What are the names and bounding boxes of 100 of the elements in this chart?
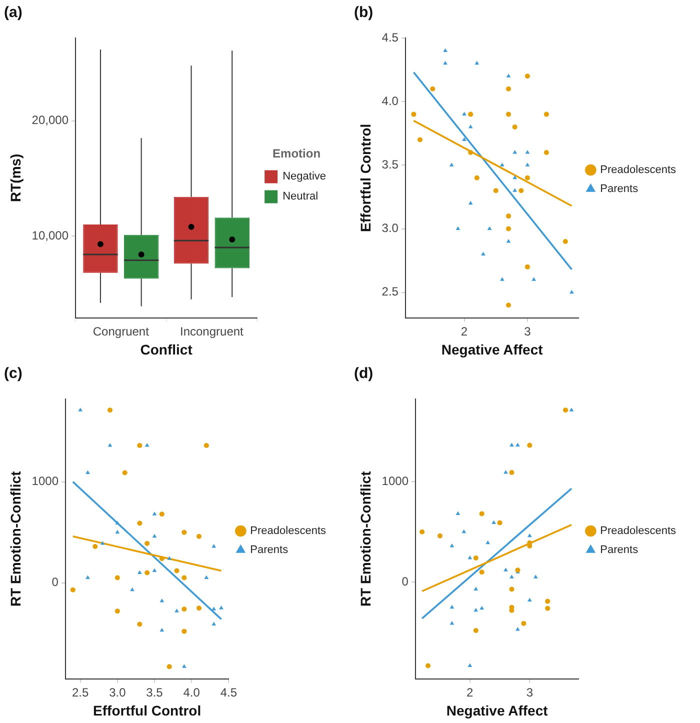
point bbox=[524, 74, 530, 79]
point bbox=[510, 574, 514, 578]
point bbox=[562, 238, 568, 244]
point bbox=[426, 663, 431, 668]
legend-label: Parents bbox=[600, 544, 639, 556]
point bbox=[115, 520, 120, 524]
point bbox=[204, 442, 209, 448]
point bbox=[152, 512, 157, 516]
point bbox=[420, 529, 425, 534]
point bbox=[468, 112, 474, 117]
point bbox=[456, 226, 460, 230]
point bbox=[137, 622, 142, 627]
chart-title: (a) bbox=[4, 4, 22, 22]
point bbox=[468, 200, 473, 205]
point bbox=[167, 556, 172, 560]
point bbox=[212, 622, 216, 626]
point bbox=[159, 556, 164, 562]
point bbox=[86, 575, 90, 580]
point bbox=[474, 586, 478, 590]
point bbox=[462, 529, 466, 534]
y-axis-title: Effortful Control bbox=[357, 124, 374, 232]
y-axis-title: RT Emotion-Conflict bbox=[7, 470, 24, 607]
point bbox=[509, 586, 514, 592]
x-axis-title: Effortful Control bbox=[93, 702, 202, 718]
point bbox=[468, 663, 472, 667]
point bbox=[78, 408, 82, 412]
point bbox=[182, 530, 187, 535]
point bbox=[182, 575, 187, 580]
point bbox=[500, 162, 504, 166]
point bbox=[166, 664, 172, 670]
chart-title: (b) bbox=[354, 4, 374, 22]
point bbox=[468, 150, 474, 155]
point bbox=[474, 60, 480, 65]
point bbox=[497, 520, 502, 526]
legend-label: Neutral bbox=[282, 190, 318, 203]
point bbox=[174, 568, 180, 574]
point bbox=[506, 74, 511, 78]
point bbox=[449, 162, 454, 166]
point bbox=[509, 470, 514, 475]
point bbox=[196, 606, 202, 611]
x-axis-title: Negative Affect bbox=[441, 341, 544, 358]
point bbox=[174, 608, 179, 612]
point bbox=[86, 470, 90, 474]
y-tick-label: 20,000 bbox=[32, 113, 69, 128]
point bbox=[569, 408, 574, 412]
legend-label: Parents bbox=[250, 544, 289, 556]
legend-label: Preadolescents bbox=[250, 525, 326, 538]
y-tick-label: 4.0 bbox=[382, 94, 399, 108]
point bbox=[450, 604, 454, 609]
x-tick-label: 3 bbox=[524, 324, 532, 338]
point bbox=[481, 252, 486, 256]
point bbox=[504, 470, 508, 474]
chart-title: (c) bbox=[4, 365, 22, 382]
point bbox=[524, 175, 530, 180]
point bbox=[506, 214, 512, 219]
point bbox=[512, 175, 517, 180]
x-tick-label: 2.5 bbox=[72, 685, 89, 700]
y-tick-label: 0 bbox=[402, 574, 409, 588]
point bbox=[114, 575, 120, 580]
x-tick-label: Incongruent bbox=[180, 324, 244, 338]
point bbox=[152, 534, 157, 538]
point bbox=[182, 664, 186, 668]
point bbox=[130, 587, 134, 592]
point bbox=[527, 533, 532, 538]
y-tick-label: 4.5 bbox=[382, 30, 399, 44]
y-tick-label: 2.5 bbox=[382, 284, 399, 299]
point bbox=[114, 608, 120, 614]
point bbox=[516, 442, 520, 447]
y-axis-title: RT(ms) bbox=[7, 154, 24, 202]
point bbox=[212, 544, 216, 548]
point bbox=[137, 520, 142, 526]
point bbox=[159, 512, 164, 517]
point bbox=[137, 442, 142, 448]
legend-title: Emotion bbox=[272, 146, 321, 161]
chart-title: (d) bbox=[354, 365, 374, 382]
point bbox=[473, 556, 478, 561]
x-axis-title: Conflict bbox=[140, 341, 193, 358]
point bbox=[544, 150, 549, 155]
point bbox=[456, 511, 460, 515]
y-axis-title: RT Emotion-Conflict bbox=[357, 470, 374, 607]
point bbox=[487, 226, 492, 230]
point bbox=[468, 556, 472, 560]
point bbox=[122, 470, 128, 476]
legend-label: Preadolescents bbox=[600, 164, 676, 176]
point bbox=[462, 112, 466, 116]
point bbox=[512, 150, 517, 154]
point bbox=[196, 534, 202, 539]
point bbox=[504, 568, 508, 572]
y-tick-label: 3.5 bbox=[382, 157, 399, 172]
legend-label: Preadolescents bbox=[600, 525, 676, 538]
point bbox=[545, 606, 550, 611]
point bbox=[506, 112, 512, 117]
point bbox=[411, 112, 416, 117]
point bbox=[518, 188, 524, 194]
point bbox=[443, 60, 448, 65]
point bbox=[144, 540, 150, 546]
point bbox=[493, 188, 498, 194]
x-tick-label: 2 bbox=[466, 685, 474, 700]
point bbox=[486, 540, 490, 544]
x-tick-label: 4.5 bbox=[220, 685, 238, 700]
